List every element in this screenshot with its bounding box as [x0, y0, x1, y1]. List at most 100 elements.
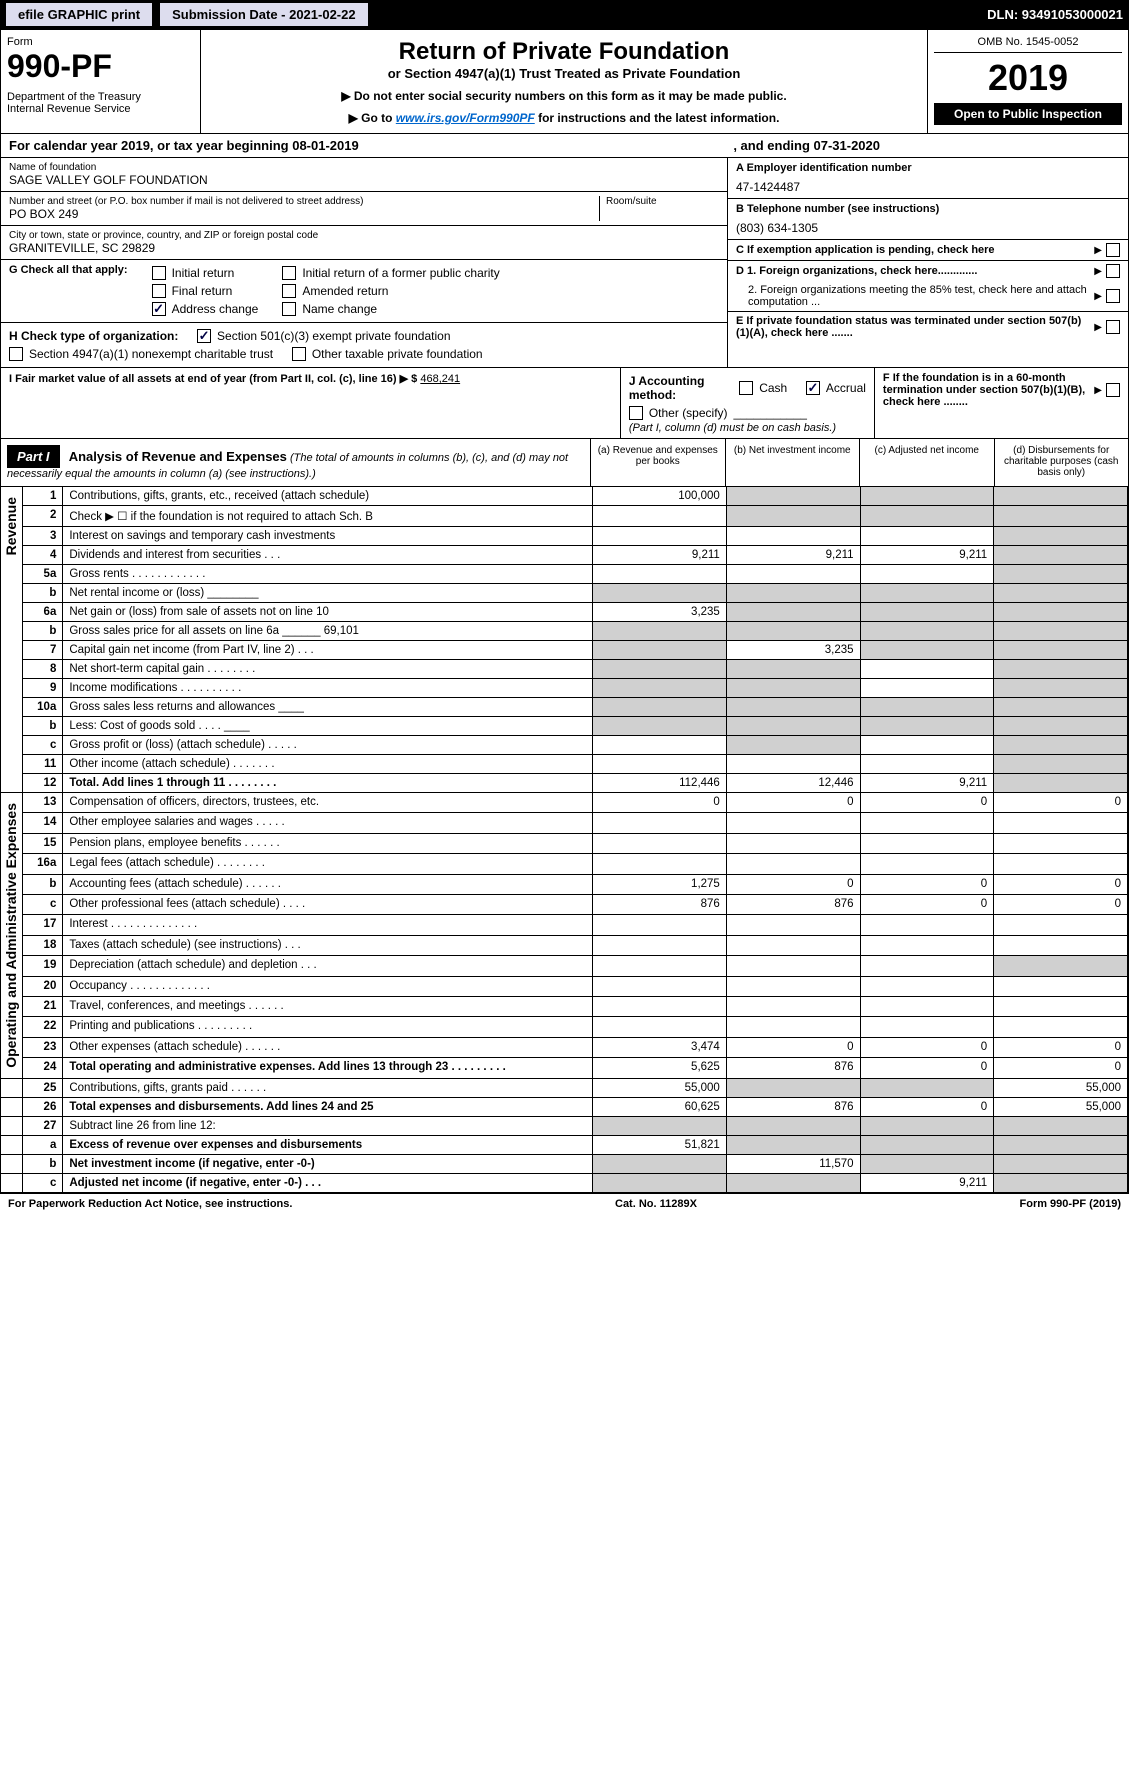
part1-title: Analysis of Revenue and Expenses	[69, 449, 287, 464]
row-desc: Adjusted net income (if negative, enter …	[63, 1173, 593, 1192]
j-accrual-checkbox[interactable]	[806, 381, 820, 395]
phone-label: B Telephone number (see instructions)	[736, 203, 1120, 215]
table-row: 27Subtract line 26 from line 12:	[1, 1116, 1128, 1135]
part1-badge: Part I	[7, 445, 60, 468]
amended-checkbox[interactable]	[282, 284, 296, 298]
row-desc: Other professional fees (attach schedule…	[63, 895, 593, 915]
d2-checkbox[interactable]	[1106, 289, 1120, 303]
efile-button[interactable]: efile GRAPHIC print	[6, 3, 152, 26]
row-val-d: 0	[994, 895, 1128, 915]
note2-post: for instructions and the latest informat…	[535, 111, 780, 125]
initial-return-checkbox[interactable]	[152, 266, 166, 280]
row-number: 16a	[23, 854, 63, 874]
j-cash-checkbox[interactable]	[739, 381, 753, 395]
row-val-c	[860, 487, 994, 506]
submission-date-button[interactable]: Submission Date - 2021-02-22	[160, 3, 368, 26]
row-number: b	[23, 717, 63, 736]
row-val-b: 12,446	[726, 774, 860, 793]
row-val-a	[593, 956, 727, 976]
h4947-checkbox[interactable]	[9, 347, 23, 361]
addr-label: Number and street (or P.O. box number if…	[9, 196, 599, 207]
hother-checkbox[interactable]	[292, 347, 306, 361]
h-label: H Check type of organization:	[9, 329, 178, 343]
ij-row: I Fair market value of all assets at end…	[1, 368, 1128, 439]
row-val-b	[726, 1017, 860, 1037]
row-number: 25	[23, 1078, 63, 1097]
row-val-b: 876	[726, 1058, 860, 1079]
room-label: Room/suite	[606, 196, 719, 207]
table-row: 25Contributions, gifts, grants paid . . …	[1, 1078, 1128, 1097]
blank-section-cell	[1, 1078, 23, 1097]
f-checkbox[interactable]	[1106, 383, 1120, 397]
table-row: bGross sales price for all assets on lin…	[1, 622, 1128, 641]
row-val-d	[994, 854, 1128, 874]
row-number: a	[23, 1135, 63, 1154]
row-desc: Accounting fees (attach schedule) . . . …	[63, 874, 593, 894]
table-row: 12Total. Add lines 1 through 11 . . . . …	[1, 774, 1128, 793]
row-desc: Excess of revenue over expenses and disb…	[63, 1135, 593, 1154]
info-right: A Employer identification number 47-1424…	[728, 158, 1128, 367]
final-return-checkbox[interactable]	[152, 284, 166, 298]
row-val-c	[860, 956, 994, 976]
row-val-d	[994, 774, 1128, 793]
row-val-b	[726, 679, 860, 698]
row-desc: Contributions, gifts, grants, etc., rece…	[63, 487, 593, 506]
irs-link[interactable]: www.irs.gov/Form990PF	[396, 111, 535, 125]
h501-checkbox[interactable]	[197, 329, 211, 343]
row-val-d	[994, 1017, 1128, 1037]
j-cash-label: Cash	[759, 381, 787, 395]
row-val-d	[994, 546, 1128, 565]
row-desc: Other income (attach schedule) . . . . .…	[63, 755, 593, 774]
row-val-a: 0	[593, 793, 727, 813]
j-note: (Part I, column (d) must be on cash basi…	[629, 422, 866, 434]
f-cell: F If the foundation is in a 60-month ter…	[875, 368, 1128, 438]
row-val-a	[593, 622, 727, 641]
initial-former-checkbox[interactable]	[282, 266, 296, 280]
row-val-b	[726, 1116, 860, 1135]
header-left: Form 990-PF Department of the Treasury I…	[1, 30, 201, 133]
row-val-d	[994, 698, 1128, 717]
e-checkbox[interactable]	[1106, 320, 1120, 334]
row-val-d	[994, 997, 1128, 1017]
row-val-c	[860, 915, 994, 935]
table-row: 22Printing and publications . . . . . . …	[1, 1017, 1128, 1037]
g-checks-cell: G Check all that apply: Initial return F…	[1, 260, 727, 323]
row-desc: Capital gain net income (from Part IV, l…	[63, 641, 593, 660]
row-val-c	[860, 997, 994, 1017]
form-number: 990-PF	[7, 48, 194, 85]
row-desc: Net rental income or (loss) ________	[63, 584, 593, 603]
part1-col-headers: (a) Revenue and expenses per books (b) N…	[591, 439, 1128, 486]
form-header: Form 990-PF Department of the Treasury I…	[1, 30, 1128, 134]
d2-label: 2. Foreign organizations meeting the 85%…	[736, 284, 1094, 308]
row-number: 20	[23, 976, 63, 996]
form-subtitle: or Section 4947(a)(1) Trust Treated as P…	[209, 66, 919, 81]
row-val-c	[860, 1154, 994, 1173]
col-a-header: (a) Revenue and expenses per books	[591, 439, 726, 486]
row-val-d	[994, 527, 1128, 546]
row-number: 11	[23, 755, 63, 774]
row-number: 7	[23, 641, 63, 660]
row-val-c: 0	[860, 874, 994, 894]
row-val-a	[593, 717, 727, 736]
row-desc: Total expenses and disbursements. Add li…	[63, 1097, 593, 1116]
row-val-a	[593, 527, 727, 546]
table-row: 4Dividends and interest from securities …	[1, 546, 1128, 565]
d1-checkbox[interactable]	[1106, 264, 1120, 278]
row-val-d	[994, 660, 1128, 679]
name-change-checkbox[interactable]	[282, 302, 296, 316]
header-right: OMB No. 1545-0052 2019 Open to Public In…	[928, 30, 1128, 133]
j-other-checkbox[interactable]	[629, 406, 643, 420]
table-row: 16aLegal fees (attach schedule) . . . . …	[1, 854, 1128, 874]
c-checkbox[interactable]	[1106, 243, 1120, 257]
table-row: 14Other employee salaries and wages . . …	[1, 813, 1128, 833]
row-val-b	[726, 487, 860, 506]
city-label: City or town, state or province, country…	[9, 230, 719, 241]
row-number: 6a	[23, 603, 63, 622]
address-change-checkbox[interactable]	[152, 302, 166, 316]
row-val-c: 0	[860, 1097, 994, 1116]
row-desc: Total operating and administrative expen…	[63, 1058, 593, 1079]
row-val-b	[726, 854, 860, 874]
row-val-c: 0	[860, 793, 994, 813]
table-row: 11Other income (attach schedule) . . . .…	[1, 755, 1128, 774]
table-row: Operating and Administrative Expenses13C…	[1, 793, 1128, 813]
